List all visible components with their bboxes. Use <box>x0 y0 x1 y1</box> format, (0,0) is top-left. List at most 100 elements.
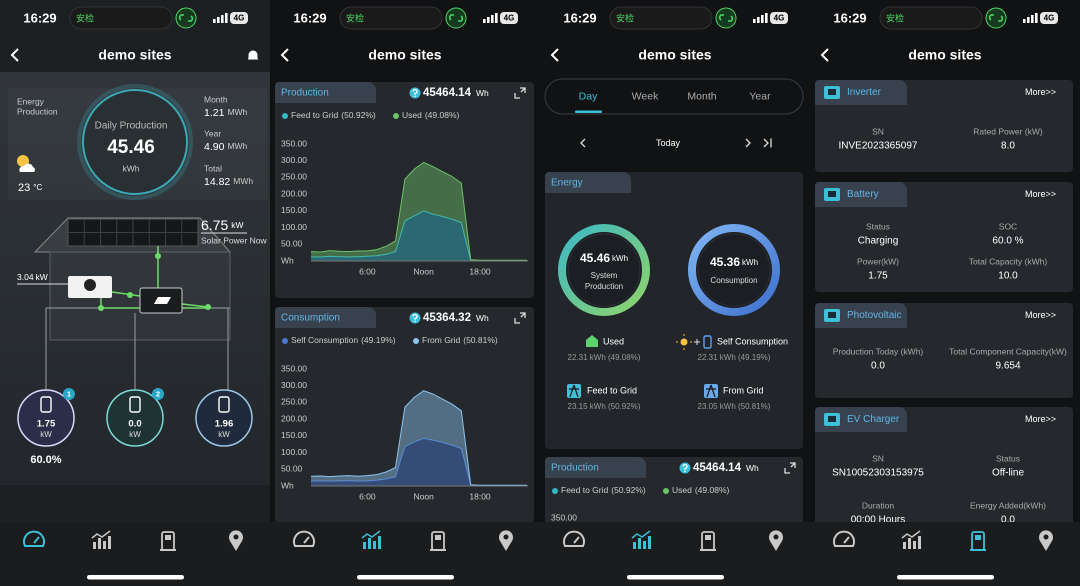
field-label: SOC <box>999 221 1017 231</box>
chart-icon-bar[interactable] <box>918 536 921 549</box>
period-tab[interactable]: Day <box>579 90 598 102</box>
device-more[interactable]: More>> <box>1025 189 1056 199</box>
plus-glyph <box>694 339 700 345</box>
back-button[interactable] <box>280 48 289 62</box>
stat-label: Used <box>603 336 624 346</box>
field-label: Total Capacity (kWh) <box>969 256 1048 266</box>
status-pill <box>69 6 173 30</box>
y-tick-label: 150.00 <box>281 430 307 440</box>
back-button[interactable] <box>550 48 559 62</box>
card-unit: Wh <box>476 313 489 323</box>
charger-icon-screen <box>975 535 981 540</box>
power-flow <box>111 291 141 297</box>
ring <box>558 224 650 316</box>
alarm-icon[interactable] <box>248 50 258 60</box>
field-value: Charging <box>858 236 899 247</box>
status-pill <box>339 6 443 30</box>
charger-unit: kW <box>129 430 141 439</box>
status-pill <box>609 6 713 30</box>
value: 4.90 <box>204 141 225 153</box>
period-tab[interactable]: Year <box>749 90 771 102</box>
back-button[interactable] <box>10 48 19 62</box>
network-badge <box>230 12 248 24</box>
expand-button[interactable] <box>514 87 526 99</box>
location-icon-dot <box>1043 534 1049 540</box>
chart-icon-bar[interactable] <box>373 541 376 549</box>
chart-icon-bar[interactable] <box>93 542 96 549</box>
sun-rays <box>676 334 692 350</box>
location-icon[interactable] <box>769 530 783 551</box>
field-value: 9.654 <box>995 361 1020 372</box>
field-value: SN10052303153975 <box>832 468 924 479</box>
chart-icon-trend <box>631 530 651 539</box>
chart-icon-bar[interactable] <box>643 541 646 549</box>
stat-label: Feed to Grid <box>587 385 637 395</box>
last-day[interactable] <box>763 138 772 148</box>
field-label: Status <box>866 221 890 231</box>
next-day[interactable] <box>745 138 751 148</box>
ring-label: Production <box>585 282 623 291</box>
signal-bar <box>1031 15 1034 23</box>
ring-value: 45.46 kWh <box>580 251 628 265</box>
location-icon[interactable] <box>1039 530 1053 551</box>
chart-icon-bar[interactable] <box>913 541 916 549</box>
dashboard-icon[interactable] <box>563 530 585 547</box>
daily-ring <box>82 89 188 195</box>
total-label: Total <box>204 163 222 173</box>
ring-label: Consumption <box>710 276 757 285</box>
chart-icon-bar[interactable] <box>368 538 371 549</box>
chart-icon-bar[interactable] <box>638 538 641 549</box>
network-badge <box>770 12 788 24</box>
chart-icon-bar[interactable] <box>903 542 906 549</box>
status-link-icon <box>445 7 467 29</box>
card-title-tab <box>275 82 376 103</box>
x-tick-label: Noon <box>414 266 435 276</box>
location-icon[interactable] <box>229 530 243 551</box>
period-tab[interactable]: Month <box>687 90 716 102</box>
back-button[interactable] <box>820 48 829 62</box>
chart-icon-bar[interactable] <box>98 538 101 549</box>
expand-button[interactable] <box>784 462 796 474</box>
chart-icon-bar[interactable] <box>908 538 911 549</box>
load-power: 3.04 kW <box>17 272 48 282</box>
chart-icon-bar[interactable] <box>633 542 636 549</box>
device-more[interactable]: More>> <box>1025 87 1056 97</box>
legend-share: (50.81%) <box>463 335 498 345</box>
dashboard-icon[interactable] <box>833 530 855 547</box>
card-title: Production <box>551 463 599 474</box>
chart-icon-bar[interactable] <box>378 536 381 549</box>
field-label: Status <box>996 453 1020 463</box>
dashboard-icon[interactable] <box>23 530 45 547</box>
charger-node[interactable] <box>106 389 164 447</box>
location-icon[interactable] <box>499 530 513 551</box>
battery-node[interactable] <box>17 389 75 447</box>
signal-bar <box>225 13 228 23</box>
period-tab[interactable]: Week <box>632 90 659 102</box>
grid-node[interactable] <box>195 389 253 447</box>
dashboard-icon[interactable] <box>293 530 315 547</box>
device-more[interactable]: More>> <box>1025 414 1056 424</box>
field-value: 60.0 % <box>992 236 1023 247</box>
signal-bar <box>1023 19 1026 23</box>
chart-icon-bar[interactable] <box>363 542 366 549</box>
help-glyph <box>412 313 418 320</box>
ring-value: 45.36 kWh <box>710 255 758 269</box>
expand-button[interactable] <box>514 312 526 324</box>
signal-bar <box>757 17 760 23</box>
flow-dot <box>98 305 104 311</box>
chart-icon-bar[interactable] <box>103 541 106 549</box>
status-link-icon <box>175 7 197 29</box>
chart-icon-trend <box>901 530 921 539</box>
unit: kW <box>36 272 48 282</box>
chart-icon-bar[interactable] <box>108 536 111 549</box>
previous-day[interactable] <box>580 138 586 148</box>
chart-icon-bar[interactable] <box>648 536 651 549</box>
stat-detail: 23.05 kWh (50.81%) <box>698 402 771 411</box>
charts-screen: 16:29 安检 4G demo sites Production 45464.14 Wh F… <box>270 0 540 586</box>
legend-item: From Grid (50.81%) <box>422 335 498 345</box>
status-link-glyph <box>178 14 194 22</box>
device-more[interactable]: More>> <box>1025 310 1056 320</box>
signal-bar <box>761 15 764 23</box>
card-total: 45464.14 <box>693 462 742 474</box>
solar-label: Solar Power Now <box>201 235 268 245</box>
